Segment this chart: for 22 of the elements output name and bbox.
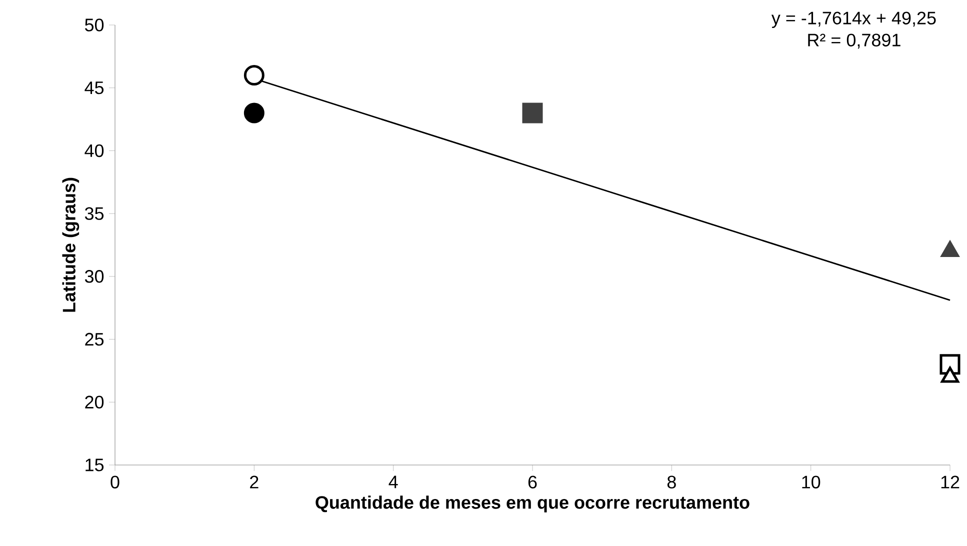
point	[244, 102, 264, 124]
x-tick-label: 6	[528, 476, 537, 488]
y-tick-label: 15	[86, 458, 104, 472]
y-tick-label: 50	[84, 18, 104, 32]
x-tick-label: 10	[802, 476, 820, 488]
y-tick-label: 40	[84, 144, 104, 158]
y-tick-label: 45	[84, 82, 104, 94]
x-tick-label: 0	[110, 476, 120, 488]
y-tick-label: 25	[85, 332, 104, 346]
annotation: R² = 0,7891	[808, 34, 900, 49]
y-tick-label: 30	[84, 270, 104, 283]
y-tick-label: 20	[85, 396, 104, 409]
x-tick-label: 4	[388, 476, 398, 488]
x-axis-title: Quantidade de meses em que ocorre recrutamento	[316, 496, 750, 512]
x-tick-label: 2	[250, 476, 258, 488]
y-tick-label: 35	[84, 207, 104, 220]
annotation: y = -1,7614x + 49,25	[771, 12, 936, 28]
point	[244, 65, 264, 86]
y-axis-title: Latitude (graus)	[62, 178, 80, 312]
x-tick-label: 8	[667, 476, 676, 488]
x-tick-label: 12	[941, 476, 960, 488]
point	[522, 102, 543, 124]
